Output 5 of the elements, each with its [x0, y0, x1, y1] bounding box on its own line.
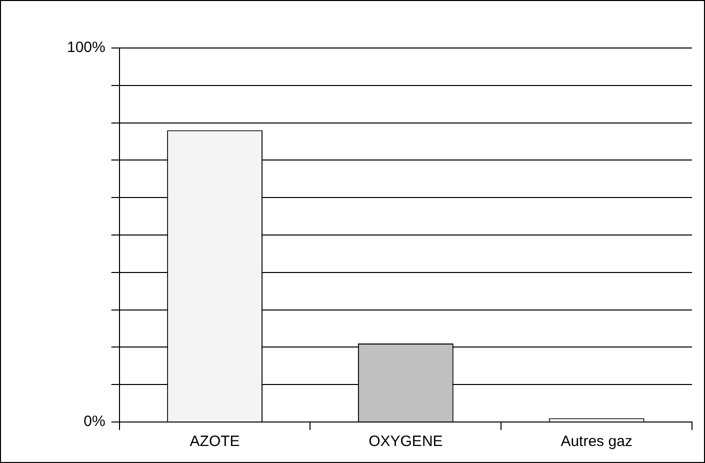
y-tick-label: 100%: [66, 39, 106, 56]
x-tick-label: OXYGENE: [368, 433, 443, 450]
x-tick-label: AZOTE: [190, 433, 240, 450]
x-tick-label: Autres gaz: [560, 433, 632, 450]
y-tick-label: 0%: [84, 413, 106, 430]
